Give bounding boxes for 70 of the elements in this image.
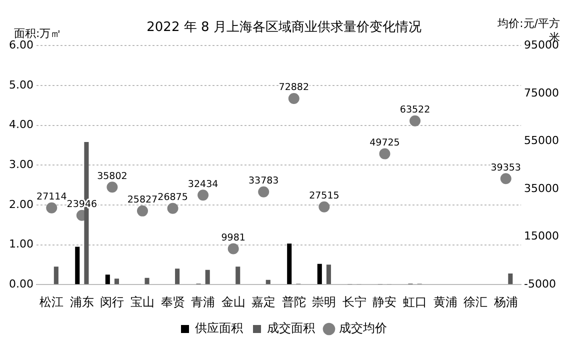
y-axis-title: 面积:万㎡ (14, 26, 62, 40)
point (106, 182, 118, 193)
y2-tick-label: -5000 (524, 277, 556, 290)
data-label: 63522 (400, 104, 430, 116)
point (46, 202, 58, 214)
x-tick-label: 杨浦 (492, 294, 518, 309)
bar (287, 244, 292, 284)
y-tick-label: 2.00 (8, 198, 34, 211)
data-label: 27515 (309, 190, 340, 202)
x-tick-label: 浦东 (70, 294, 94, 309)
x-tick-label: 虹口 (403, 294, 428, 309)
data-label: 9981 (221, 232, 246, 244)
bar (236, 266, 240, 284)
legend-label: 成交均价 (339, 321, 387, 336)
bar (205, 270, 210, 284)
point (136, 205, 148, 216)
point (198, 190, 209, 201)
x-tick-label: 奉贤 (160, 294, 185, 309)
y-tick-label: 1.00 (8, 238, 34, 251)
y-tick-label: 4.00 (8, 118, 34, 132)
x-tick-label: 徐汇 (464, 294, 488, 309)
data-label: 49725 (370, 138, 400, 149)
bar (508, 273, 513, 284)
data-label: 26875 (158, 192, 188, 204)
point (167, 202, 178, 214)
bar (54, 266, 58, 284)
x-tick-label: 闵行 (100, 294, 124, 309)
y-tick-label: 0.00 (8, 277, 34, 290)
x-tick-label: 长宁 (342, 294, 366, 309)
legend-label: 成交面积 (267, 321, 315, 336)
point (410, 115, 421, 126)
data-label: 35802 (97, 170, 128, 182)
x-tick-label: 青浦 (191, 294, 216, 309)
x-tick-label: 普陀 (282, 294, 306, 309)
x-tick-label: 宝山 (130, 294, 154, 309)
x-tick-label: 静安 (372, 294, 397, 309)
bar (175, 268, 180, 284)
data-label: 33783 (248, 176, 279, 187)
y2-tick-label: 35000 (524, 182, 560, 195)
x-tick-label: 松江 (40, 294, 64, 309)
point (318, 201, 330, 212)
x-tick-label: 崇明 (312, 294, 336, 309)
chart-title: 2022 年 8 月上海各区域商业供求量价变化情况 (146, 20, 422, 36)
data-label: 32434 (188, 178, 218, 190)
point (258, 186, 270, 198)
y2-tick-label: 75000 (524, 86, 560, 100)
bar (75, 246, 80, 284)
x-tick-label: 黄浦 (433, 294, 458, 309)
y-tick-label: 3.00 (8, 158, 34, 171)
y-tick-label: 5.00 (8, 78, 34, 92)
bar (114, 278, 120, 284)
data-label: 39353 (490, 162, 521, 174)
data-label: 27114 (36, 192, 67, 203)
y-tick-label: 6.00 (8, 38, 34, 52)
x-tick-label: 嘉定 (252, 294, 276, 309)
data-label: 72882 (278, 82, 310, 94)
bar (317, 264, 322, 284)
x-tick-label: 金山 (221, 294, 246, 309)
point (500, 173, 512, 184)
point (228, 243, 239, 254)
bar (266, 280, 270, 284)
bar (105, 274, 110, 284)
legend-label: 供应面积 (195, 321, 243, 336)
data-label: 25827 (127, 194, 158, 206)
bar (326, 264, 331, 284)
y2-tick-label: 15000 (524, 230, 560, 243)
point (379, 148, 390, 160)
bar (144, 278, 150, 284)
point (288, 92, 300, 104)
y2-tick-label: 55000 (524, 134, 560, 148)
